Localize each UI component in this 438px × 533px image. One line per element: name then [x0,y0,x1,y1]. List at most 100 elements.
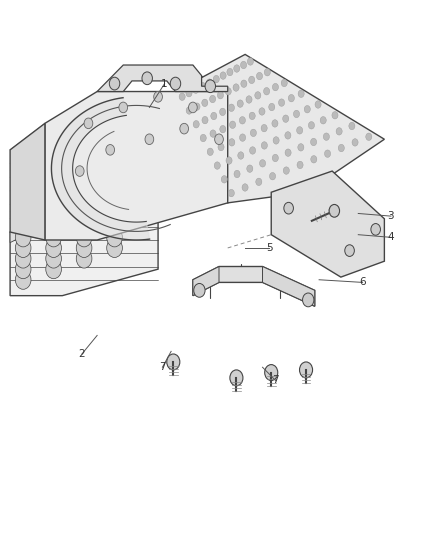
Circle shape [366,133,372,141]
Circle shape [300,362,313,378]
Circle shape [186,90,192,97]
Circle shape [260,159,265,167]
Circle shape [349,122,355,130]
Circle shape [215,134,223,144]
Circle shape [288,94,294,102]
Circle shape [154,92,162,102]
Circle shape [186,107,192,114]
Polygon shape [193,266,219,296]
Circle shape [325,150,331,157]
Circle shape [218,143,224,151]
Circle shape [225,87,231,95]
Circle shape [167,354,180,370]
Text: 3: 3 [388,211,394,221]
Circle shape [264,69,270,76]
Circle shape [311,138,317,146]
Polygon shape [176,54,385,203]
Circle shape [336,127,342,135]
Circle shape [269,173,276,180]
Circle shape [311,156,317,163]
Circle shape [315,101,321,108]
Circle shape [238,152,244,159]
Circle shape [285,132,291,139]
Circle shape [297,127,303,134]
Circle shape [251,129,256,136]
Circle shape [304,106,311,113]
Circle shape [15,260,31,279]
Circle shape [298,143,304,151]
Circle shape [249,112,255,119]
Circle shape [284,203,293,214]
Circle shape [247,58,254,65]
Polygon shape [97,65,228,92]
Circle shape [210,130,216,138]
Circle shape [200,134,206,142]
Circle shape [234,65,240,72]
Circle shape [320,117,326,124]
Circle shape [220,125,226,133]
Circle shape [110,77,120,90]
Circle shape [188,102,197,113]
Circle shape [46,228,61,247]
Circle shape [303,293,314,307]
Circle shape [345,245,354,256]
Circle shape [269,103,275,111]
Circle shape [76,249,92,268]
Circle shape [261,142,267,149]
Circle shape [273,136,279,144]
Circle shape [283,167,290,174]
Circle shape [107,238,122,257]
Circle shape [76,238,92,257]
Circle shape [371,223,381,235]
Circle shape [228,189,234,197]
Circle shape [228,104,234,111]
Circle shape [193,86,199,93]
Circle shape [179,93,185,100]
Circle shape [279,99,285,106]
Circle shape [205,80,215,93]
Circle shape [230,370,243,386]
Circle shape [202,116,208,124]
Circle shape [283,115,289,123]
Circle shape [142,72,152,85]
Circle shape [240,134,246,141]
Circle shape [242,184,248,191]
Circle shape [170,77,181,90]
Circle shape [206,79,212,86]
Circle shape [297,161,303,168]
Circle shape [229,139,235,146]
Circle shape [15,228,31,247]
Circle shape [211,112,217,120]
Circle shape [180,123,188,134]
Circle shape [241,80,247,87]
Circle shape [46,238,61,257]
Circle shape [332,111,338,119]
Circle shape [75,166,84,176]
Circle shape [106,144,115,155]
Polygon shape [262,266,315,306]
Circle shape [193,120,199,128]
Circle shape [221,175,227,183]
Circle shape [107,228,122,247]
Polygon shape [271,171,385,277]
Text: 7: 7 [159,362,166,372]
Circle shape [338,144,344,152]
Circle shape [76,228,92,247]
Circle shape [213,75,219,83]
Circle shape [250,147,256,154]
Circle shape [217,92,223,99]
Polygon shape [51,98,150,240]
Circle shape [257,72,262,80]
Circle shape [230,121,236,128]
Circle shape [233,84,239,91]
Circle shape [323,133,329,140]
Circle shape [246,96,252,103]
Text: 1: 1 [161,78,168,88]
Circle shape [240,61,247,69]
Circle shape [272,83,279,91]
Circle shape [15,249,31,268]
Circle shape [293,110,300,118]
Polygon shape [10,123,45,240]
Circle shape [272,154,279,161]
Circle shape [272,120,278,127]
